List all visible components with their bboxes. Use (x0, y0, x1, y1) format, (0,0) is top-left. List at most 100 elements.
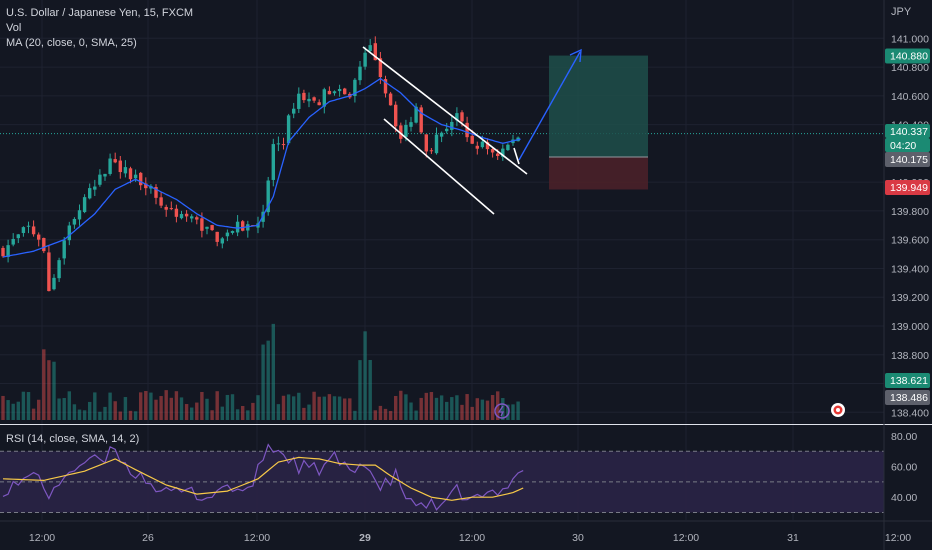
price-tick-label: 140.800 (891, 62, 929, 74)
price-badge-vol-b (885, 390, 930, 405)
volume-bar (322, 396, 326, 420)
candle-body (57, 260, 61, 279)
volume-bar (414, 410, 418, 420)
price-badge-text: 140.880 (890, 51, 928, 63)
volume-bar (358, 360, 362, 420)
volume-bar (480, 399, 485, 420)
candle-body (195, 217, 199, 220)
volume-bar (394, 395, 398, 420)
candle-body (470, 135, 474, 144)
volume-bar (82, 410, 87, 420)
volume-bar (93, 392, 97, 420)
volume-bar (108, 392, 112, 420)
volume-bar (195, 402, 199, 420)
volume-bar (118, 411, 122, 420)
candle-body (286, 115, 291, 144)
volume-bar (241, 406, 245, 420)
candle-body (174, 208, 179, 217)
volume-bar (368, 359, 372, 420)
candle-body (11, 238, 15, 245)
volume-bar (16, 401, 20, 420)
moving-average (2, 77, 521, 258)
candle-body (445, 128, 449, 132)
candle-body (383, 79, 388, 94)
volume-bar (317, 396, 321, 420)
candle-body (215, 231, 219, 242)
volume-bar (475, 398, 479, 420)
volume-bar (399, 390, 403, 420)
volume-bar (67, 391, 71, 420)
volume-bar (6, 400, 10, 420)
candle-body (225, 232, 230, 237)
candle-body (480, 141, 485, 148)
volume-bar (200, 391, 204, 420)
candle-body (52, 277, 56, 290)
projection-arrow (518, 51, 581, 161)
candle-body (465, 122, 469, 138)
candle-body (506, 144, 510, 151)
volume-bar (271, 323, 275, 420)
volume-bar (235, 409, 240, 420)
candle-body (404, 124, 408, 137)
volume-bar (52, 361, 56, 420)
volume-bar (62, 398, 66, 420)
candle-body (47, 252, 51, 292)
candle-body (460, 112, 464, 122)
volume-bar (506, 404, 510, 420)
candle-body (72, 218, 77, 225)
price-badge-countdown (885, 138, 930, 152)
candle-body (154, 187, 158, 198)
volume-bar (450, 397, 454, 420)
time-tick-label: 12:00 (459, 532, 485, 544)
candle-body (490, 149, 495, 153)
volume-bars (1, 323, 520, 420)
volume-bar (388, 411, 393, 420)
price-axis[interactable]: 141.000140.800140.600140.400140.000139.8… (883, 0, 930, 550)
volume-bar (292, 396, 296, 420)
time-axis[interactable]: 12:00 26 12:00 29 12:00 30 12:00 31 12:00 (0, 520, 932, 544)
symbol-title[interactable]: U.S. Dollar / Japanese Yen, 15, FXCM (6, 7, 194, 19)
candle-body (368, 45, 372, 51)
candle-body (93, 186, 97, 190)
volume-bar (363, 331, 367, 420)
rsi-ma-line (2, 456, 524, 501)
candle-body (337, 88, 342, 92)
volume-bar (373, 410, 377, 420)
time-tick-label: 31 (787, 532, 799, 544)
candle-body (31, 226, 36, 235)
candle-body (200, 218, 204, 231)
candle-body (388, 93, 393, 106)
candle-body (429, 150, 434, 152)
volume-bar (184, 404, 189, 420)
candle-body (103, 173, 107, 177)
volume-bar (404, 394, 408, 420)
vol-legend[interactable]: Vol (6, 22, 22, 34)
volume-bar (1, 395, 5, 420)
volume-bar (445, 401, 449, 420)
price-tick-label: 138.400 (891, 407, 929, 419)
candle-body (220, 238, 224, 244)
volume-bar (72, 404, 77, 420)
volume-bar (297, 392, 301, 420)
volume-bar (261, 344, 265, 420)
ma-legend[interactable]: MA (20, close, 0, SMA, 25) (6, 37, 137, 49)
candle-body (450, 121, 454, 130)
volume-bar (57, 398, 61, 420)
candles (1, 36, 520, 292)
candle-body (394, 104, 398, 127)
volume-bar (516, 401, 520, 420)
volume-bar (47, 360, 51, 420)
volume-bar (424, 392, 428, 420)
price-tick-label: 141.000 (891, 33, 929, 45)
volume-bar (123, 397, 128, 420)
volume-bar (128, 410, 133, 420)
user-drawings[interactable] (362, 46, 845, 419)
candle-body (358, 66, 362, 81)
price-badge-vol-a (885, 373, 930, 388)
time-tick-label: 12:00 (244, 532, 270, 544)
candle-body (179, 214, 184, 219)
long-position-zone[interactable] (549, 55, 648, 190)
price-badge-text: 138.621 (890, 375, 928, 387)
rsi-legend[interactable]: RSI (14, close, SMA, 14, 2) (6, 433, 140, 445)
